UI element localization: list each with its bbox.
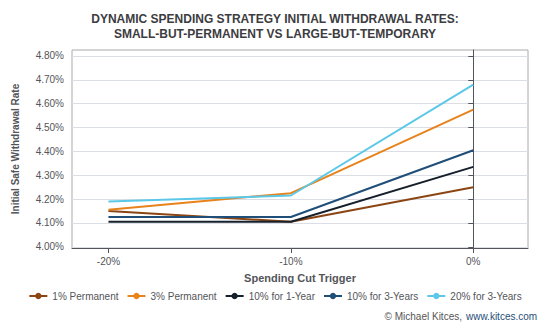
- svg-text:DYNAMIC SPENDING STRATEGY INIT: DYNAMIC SPENDING STRATEGY INITIAL WITHDR…: [91, 12, 459, 26]
- svg-text:-10%: -10%: [279, 256, 302, 267]
- svg-text:20% for 3-Years: 20% for 3-Years: [450, 291, 521, 302]
- svg-text:10% for 1-Year: 10% for 1-Year: [249, 291, 316, 302]
- svg-text:4.60%: 4.60%: [36, 98, 64, 109]
- svg-text:4.80%: 4.80%: [36, 50, 64, 61]
- svg-text:© Michael Kitces,: © Michael Kitces,: [385, 311, 462, 322]
- svg-text:3% Permanent: 3% Permanent: [150, 291, 216, 302]
- svg-text:0%: 0%: [466, 256, 481, 267]
- svg-text:-20%: -20%: [97, 256, 120, 267]
- svg-text:Initial Safe Withdrawal Rate: Initial Safe Withdrawal Rate: [10, 83, 21, 214]
- svg-text:4.10%: 4.10%: [36, 217, 64, 228]
- svg-text:4.50%: 4.50%: [36, 122, 64, 133]
- svg-text:4.70%: 4.70%: [36, 74, 64, 85]
- svg-text:1% Permanent: 1% Permanent: [52, 291, 118, 302]
- svg-text:4.40%: 4.40%: [36, 146, 64, 157]
- svg-text:4.20%: 4.20%: [36, 194, 64, 205]
- svg-text:www.kitces.com: www.kitces.com: [465, 311, 537, 322]
- svg-text:4.00%: 4.00%: [36, 241, 64, 252]
- svg-text:SMALL-BUT-PERMANENT VS LARGE-B: SMALL-BUT-PERMANENT VS LARGE-BUT-TEMPORA…: [114, 27, 436, 41]
- svg-text:10% for 3-Years: 10% for 3-Years: [347, 291, 418, 302]
- svg-text:4.30%: 4.30%: [36, 170, 64, 181]
- svg-text:Spending Cut Trigger: Spending Cut Trigger: [244, 272, 357, 284]
